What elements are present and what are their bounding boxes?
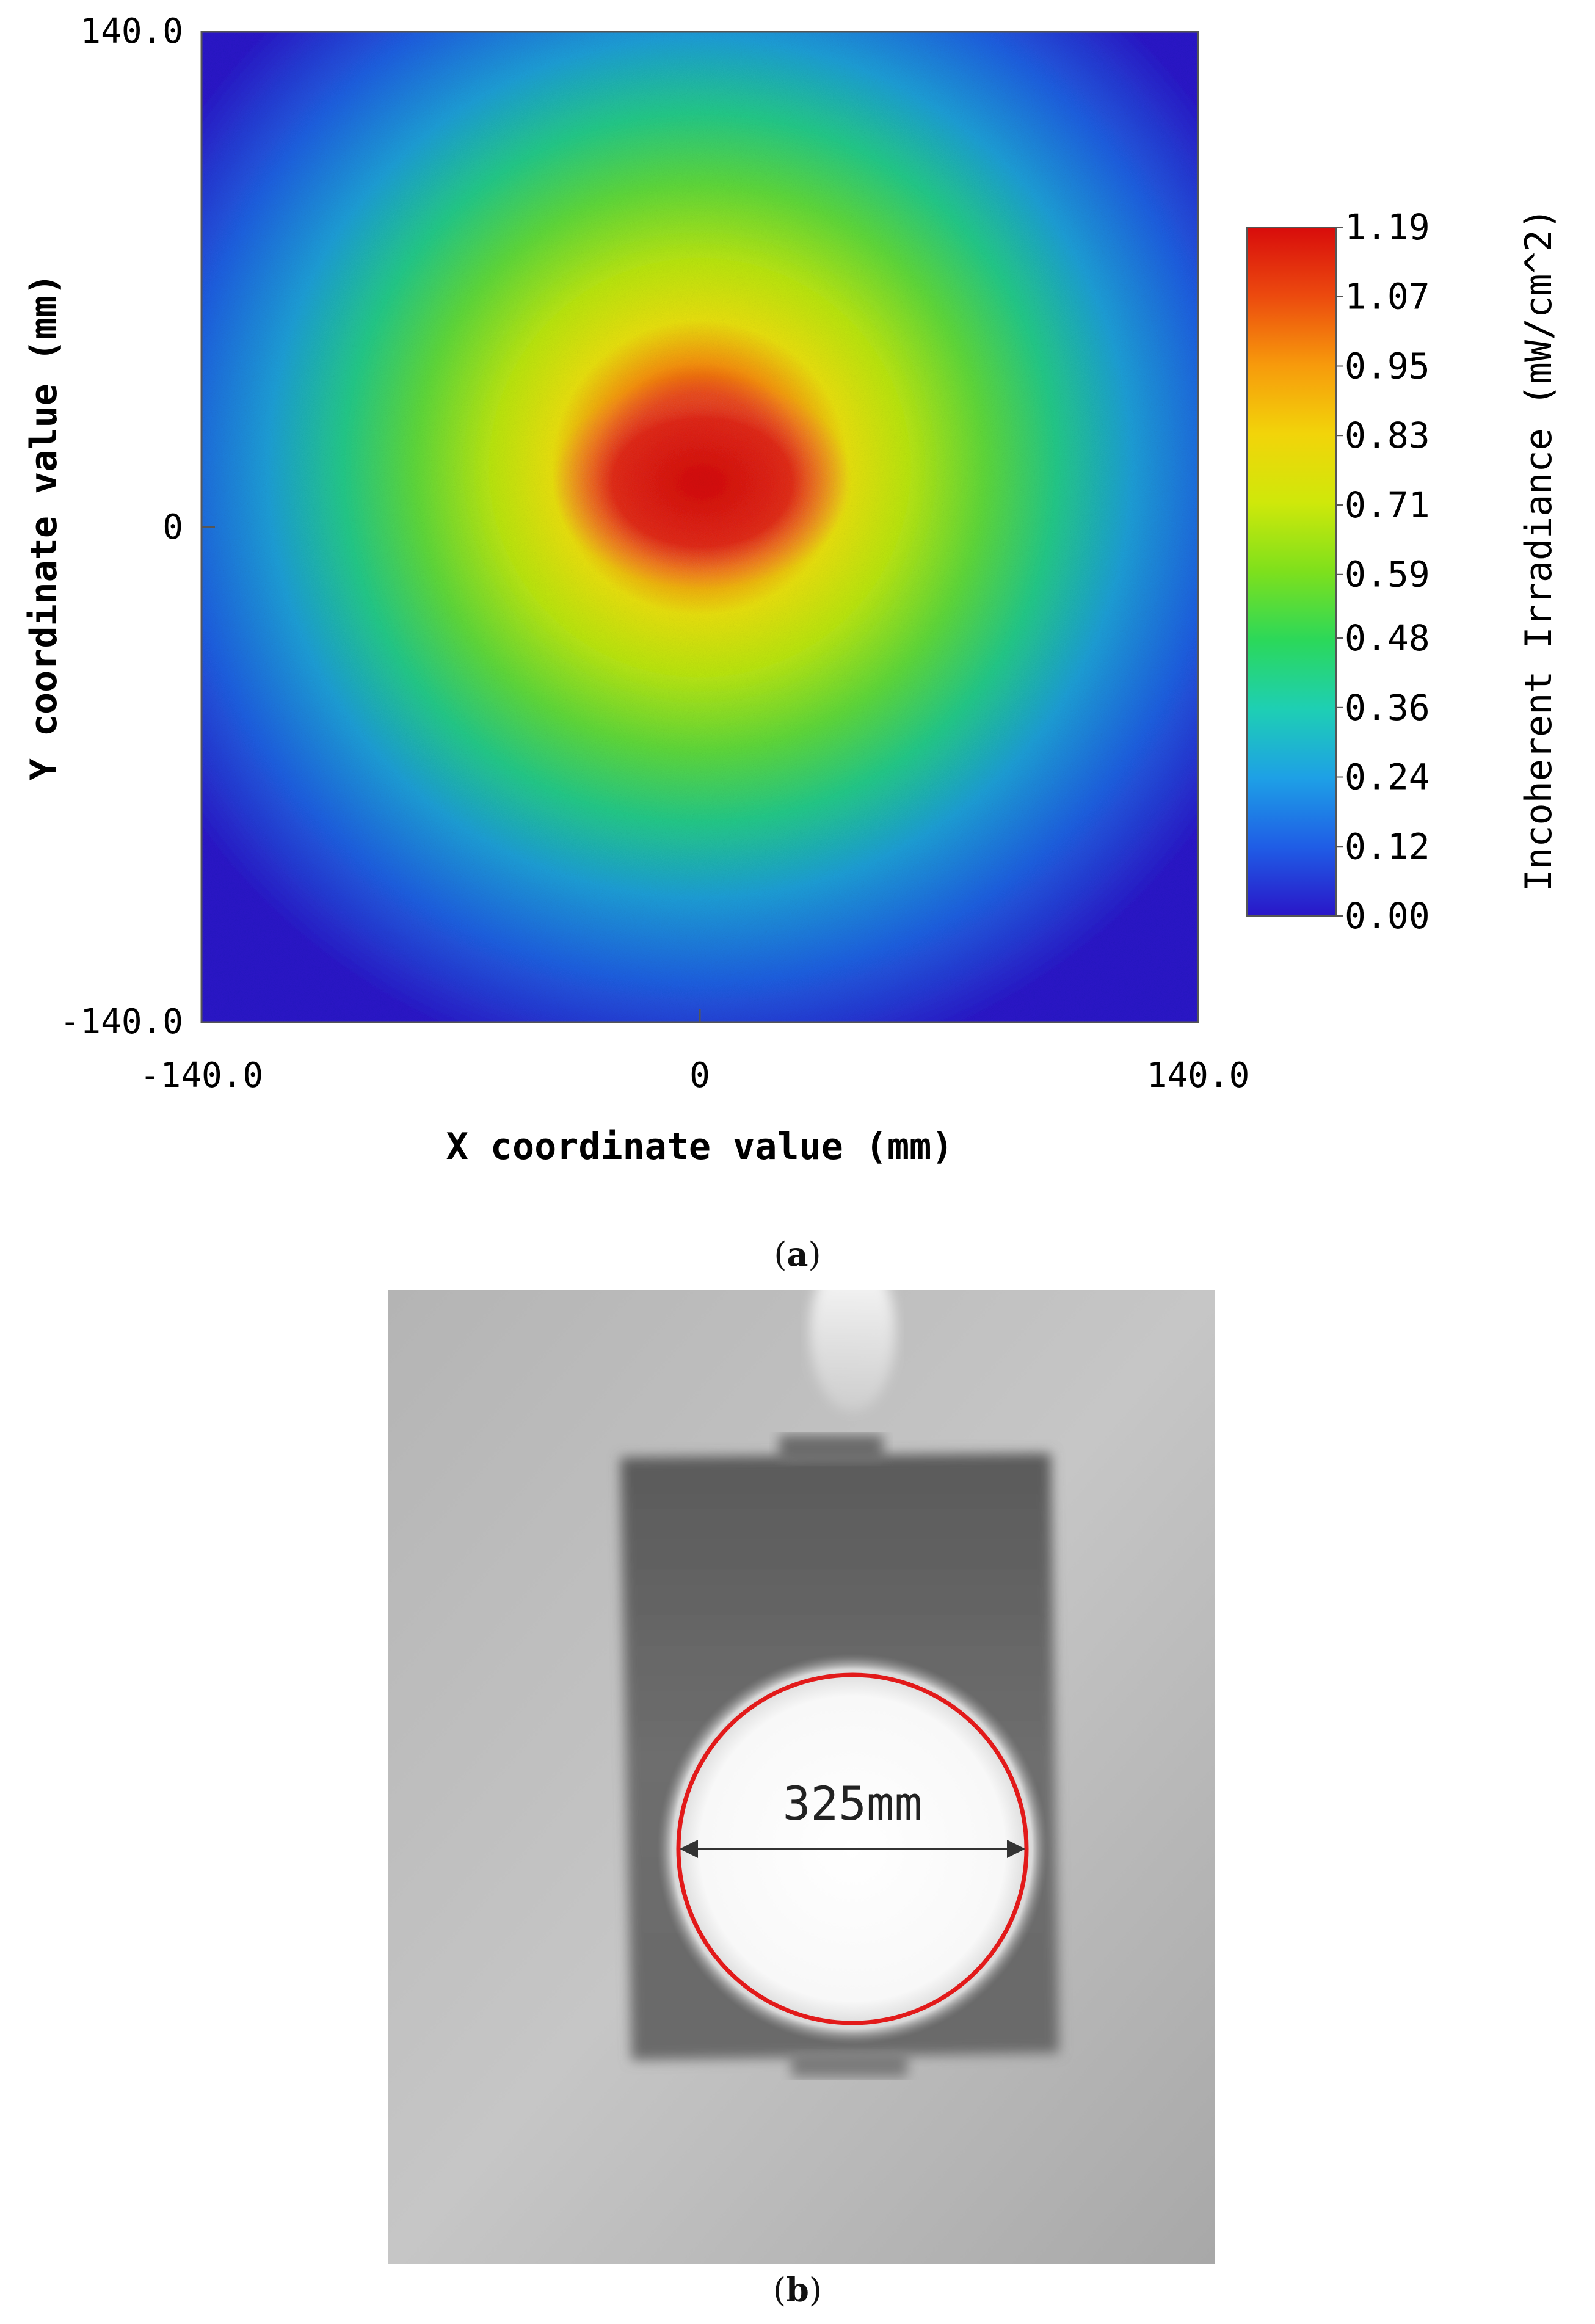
colorbar-label: Incoherent Irradiance (mW/cm^2)	[1517, 208, 1560, 891]
y-tick-label: 140.0	[80, 12, 183, 51]
colorbar-tick-label: 0.71	[1345, 484, 1430, 526]
caption-a-close: )	[808, 1235, 821, 1274]
panel-mount-top	[779, 1435, 883, 1463]
colorbar-tick-label: 0.59	[1345, 554, 1430, 595]
x-tick-label: -140.0	[140, 1056, 263, 1095]
colorbar-tick-label: 0.36	[1345, 687, 1430, 728]
caption-b: (b)	[706, 2270, 889, 2309]
caption-b-close: )	[808, 2271, 822, 2309]
axis-ticks	[200, 31, 1199, 1023]
beam-spot-photo: 325mm	[388, 1290, 1215, 2264]
spot-outline-circle	[676, 1672, 1029, 2025]
colorbar-tick-label: 0.12	[1345, 826, 1430, 867]
x-tick-label: 0	[689, 1056, 710, 1095]
dimension-label: 325mm	[783, 1776, 923, 1831]
colorbar-tick-label: 0.48	[1345, 617, 1430, 659]
panel-mount-bottom	[791, 2052, 907, 2077]
y-axis-label: Y coordinate value (mm)	[23, 274, 65, 781]
caption-a: (a)	[706, 1235, 889, 1274]
colorbar-tick-label: 0.00	[1345, 895, 1430, 937]
colorbar-tick-label: 1.07	[1345, 276, 1430, 318]
y-tick-label: 0	[162, 507, 183, 547]
peak-hotspot	[553, 376, 852, 589]
y-tick-label: -140.0	[60, 1002, 183, 1042]
colorbar	[1246, 227, 1337, 917]
irradiance-chart: 140.0 0 -140.0 -140.0 0 140.0 X coordina…	[23, 12, 1560, 1168]
colorbar-tick-label: 0.83	[1345, 415, 1430, 456]
colorbar-tick-label: 1.19	[1345, 206, 1430, 248]
colorbar-tick-label: 0.24	[1345, 757, 1430, 798]
caption-b-letter: b	[786, 2270, 809, 2309]
caption-a-open: (	[774, 1235, 787, 1274]
colorbar-tick-label: 0.95	[1345, 345, 1430, 387]
caption-a-letter: a	[787, 1235, 808, 1274]
x-axis-label: X coordinate value (mm)	[446, 1125, 954, 1168]
colorbar-ticks: 1.19 1.07 0.95 0.83 0.71 0.59 0.48 0.36 0.24 0.12…	[1336, 206, 1430, 937]
light-glare	[810, 1290, 895, 1412]
caption-b-open: (	[773, 2271, 787, 2309]
heatmap-field	[202, 32, 1198, 1022]
x-tick-label: 140.0	[1147, 1056, 1250, 1095]
